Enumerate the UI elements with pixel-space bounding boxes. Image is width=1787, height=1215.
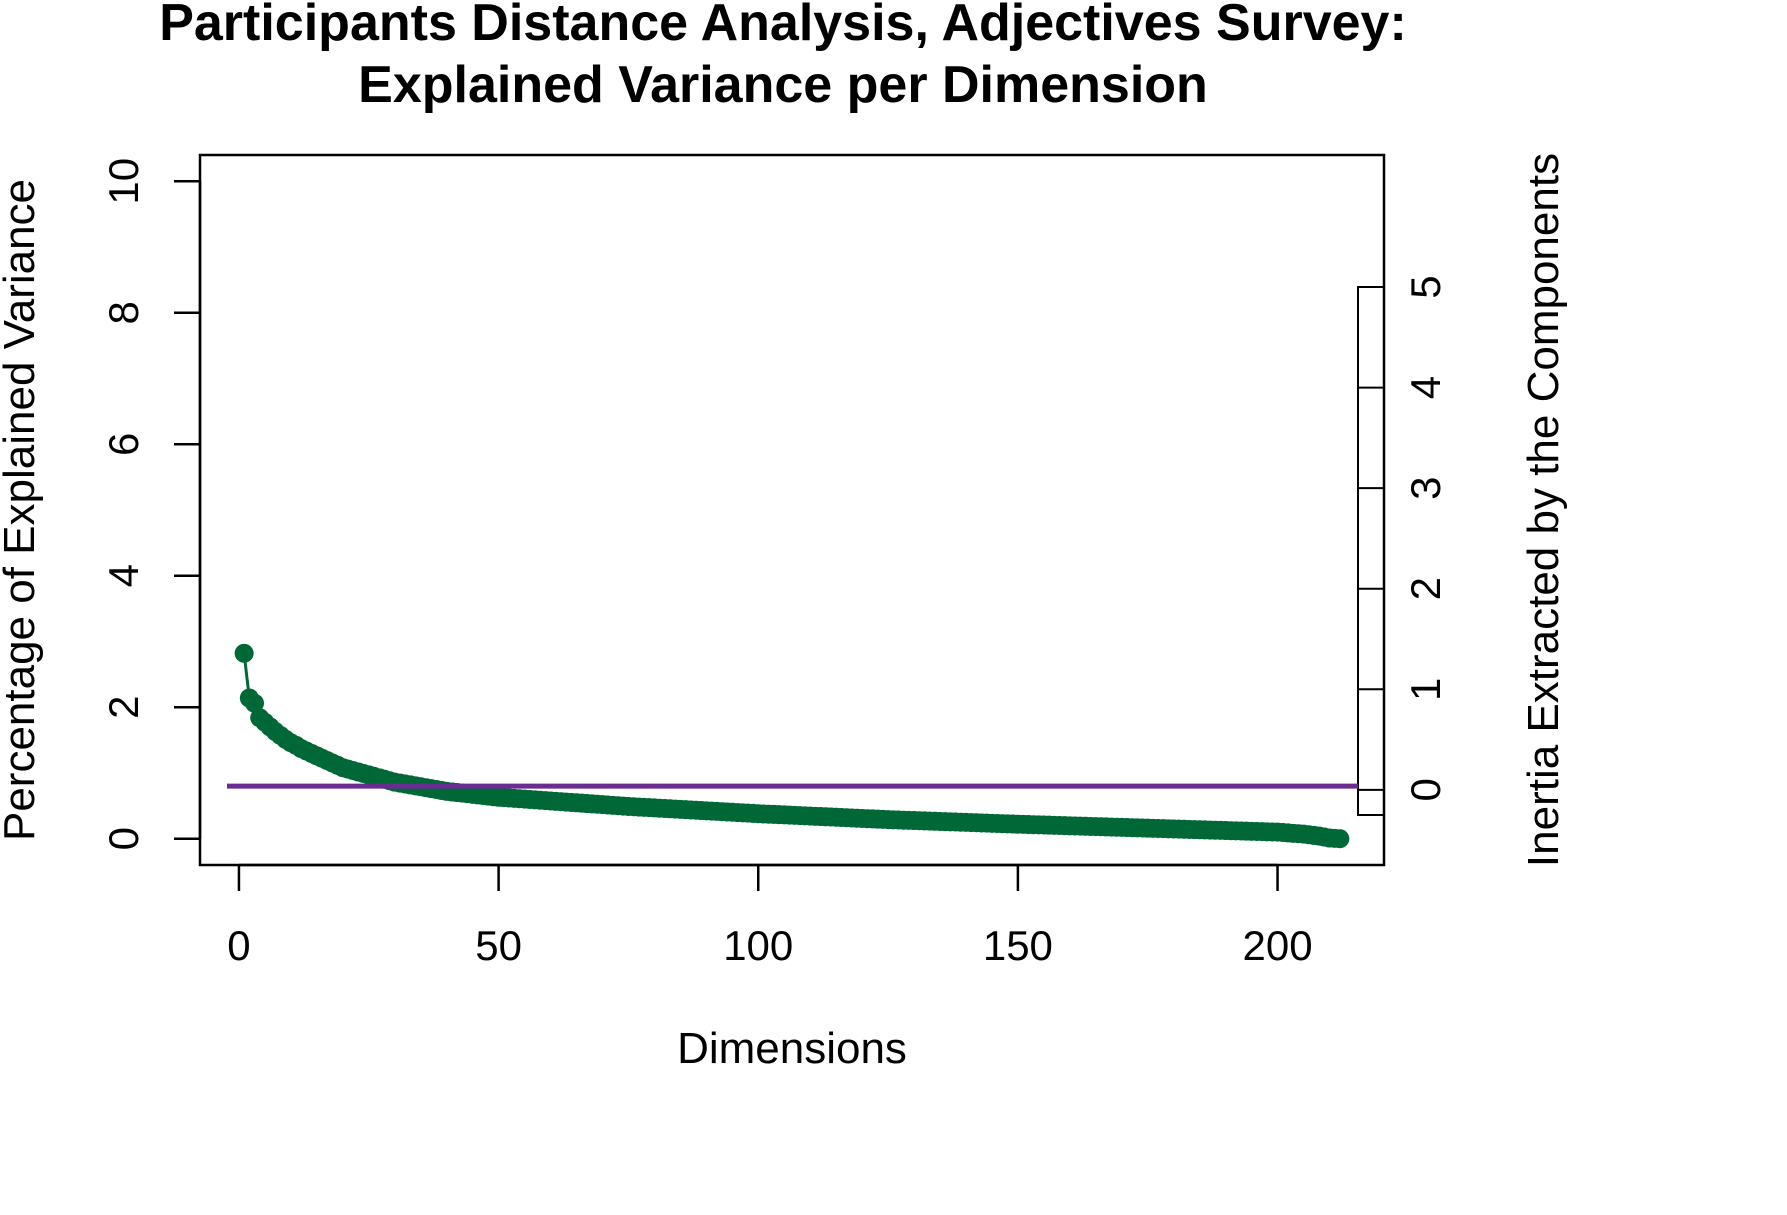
x-tick-label: 0: [227, 922, 250, 969]
x-axis-label: Dimensions: [677, 1024, 907, 1073]
y2-tick-label: 5: [1402, 275, 1449, 298]
y2-tick-label: 3: [1402, 476, 1449, 499]
y2-tick-label: 4: [1402, 376, 1449, 399]
y2-tick-label: 1: [1402, 678, 1449, 701]
x-axis: 0 50 100 150 200: [227, 863, 1313, 969]
secondary-y-axis-label: Inertia Extracted by the Components: [1519, 153, 1568, 867]
y-tick-label: 8: [100, 301, 147, 324]
y2-tick-label: 0: [1402, 778, 1449, 801]
y-tick-label: 2: [100, 696, 147, 719]
data-point: [234, 643, 254, 663]
plot-frame: [198, 153, 1386, 867]
chart-title: Participants Distance Analysis, Adjectiv…: [159, 0, 1407, 114]
y-tick-label: 0: [100, 827, 147, 850]
x-tick-label: 50: [475, 922, 522, 969]
x-tick-label: 100: [723, 922, 793, 969]
secondary-y-axis: 0 1 2 3 4 5: [1357, 275, 1449, 816]
data-point: [1330, 829, 1350, 849]
variance-series: [234, 643, 1350, 849]
y-tick-label: 4: [100, 564, 147, 587]
secondary-axis-bar: [1357, 286, 1385, 816]
y-tick-label: 10: [100, 158, 147, 205]
y2-tick-label: 2: [1402, 577, 1449, 600]
chart-title-line: Explained Variance per Dimension: [358, 56, 1208, 114]
data-point: [245, 693, 265, 713]
y-axis-label: Percentage of Explained Variance: [0, 179, 44, 841]
y-axis: 0 2 4 6 8 10: [100, 158, 202, 850]
x-tick-label: 200: [1243, 922, 1313, 969]
x-tick-label: 150: [983, 922, 1053, 969]
y-tick-label: 6: [100, 433, 147, 456]
chart-title-line: Participants Distance Analysis, Adjectiv…: [159, 0, 1407, 52]
